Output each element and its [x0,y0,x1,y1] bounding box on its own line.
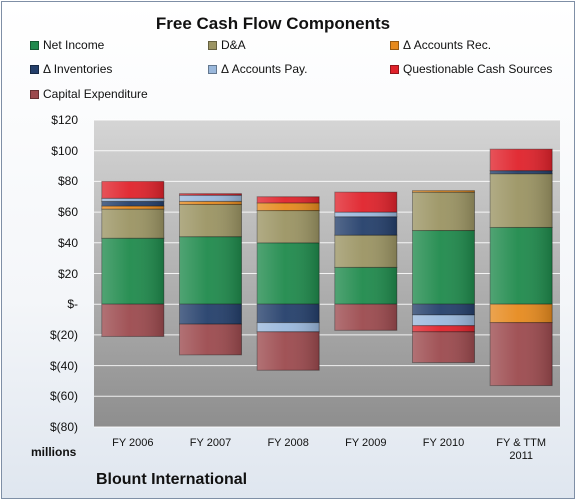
bar-sheen [179,195,242,202]
y-tick-label: $80 [57,174,78,189]
bar-sheen [257,242,320,305]
y-tick-label: $- [67,297,78,312]
legend-label: Δ Inventories [43,62,113,76]
bar-sheen [490,170,553,174]
bar-sheen [257,202,320,211]
bar-sheen [101,201,164,206]
bar-sheen [334,304,397,331]
bar-sheen [412,190,475,193]
y-tick-label: $100 [51,143,78,158]
bar-sheen [490,149,553,171]
legend-label: D&A [221,38,246,52]
x-category-label: FY 2008 [267,437,309,449]
bar-sheen [179,304,242,325]
bar-sheen [412,230,475,305]
bar-sheen [334,235,397,268]
y-tick-label: $60 [57,205,78,220]
legend-swatch [390,65,399,74]
bar-sheen [179,201,242,205]
bar-sheen [334,192,397,213]
bar-sheen [490,173,553,228]
bar-sheen [101,238,164,305]
legend: Net Income D&A Δ Accounts Rec. Δ Inventorie… [0,0,578,110]
bar-sheen [257,304,320,323]
legend-swatch [390,41,399,50]
bar-sheen [179,324,242,355]
bar-sheen [490,227,553,305]
bar-sheen [179,193,242,196]
legend-swatch [30,41,39,50]
bar-sheen [257,322,320,332]
legend-swatch [208,41,217,50]
legend-label: Capital Expenditure [43,87,148,101]
y-tick-label: $120 [51,113,78,127]
legend-label: Questionable Cash Sources [403,62,553,76]
y-tick-label: $(60) [49,389,78,404]
bar-sheen [101,205,164,210]
bar-sheen [101,209,164,239]
bar-sheen [490,304,553,323]
y-tick-label: $(80) [49,420,78,434]
bar-sheen [334,267,397,305]
company-name: Blount International [96,471,248,488]
bar-sheen [257,210,320,243]
legend-label: Δ Accounts Pay. [221,62,308,76]
units-label: millions [31,445,77,459]
bar-sheen [412,314,475,326]
bar-sheen [412,325,475,332]
legend-swatch [30,65,39,74]
bar-sheen [257,331,320,371]
x-category-label: FY & TTM 2011 [496,437,547,462]
bar-sheen [101,198,164,202]
legend-label: Net Income [43,38,105,52]
x-category-label: FY 2006 [112,437,154,449]
legend-label: Δ Accounts Rec. [403,38,492,52]
bar-sheen [490,322,553,386]
bar-sheen [412,192,475,231]
bar-sheen [334,212,397,217]
x-category-label: FY 2007 [189,437,232,449]
y-tick-label: $(40) [49,358,78,373]
bar-sheen [412,331,475,363]
bar-sheen [412,304,475,315]
bar-sheen [334,216,397,236]
legend-swatch [30,90,39,99]
bar-sheen [101,304,164,337]
legend-swatch [208,65,217,74]
bar-sheen [179,236,242,305]
x-category-label: FY 2009 [345,437,387,449]
chart-title: Free Cash Flow Components [155,14,391,33]
x-category-label: FY 2010 [422,437,465,449]
bar-sheen [179,204,242,237]
y-tick-label: $(20) [49,327,78,342]
y-tick-label: $20 [57,266,78,281]
bar-sheen [257,196,320,203]
bar-sheen [101,181,164,199]
y-tick-label: $40 [57,235,78,250]
